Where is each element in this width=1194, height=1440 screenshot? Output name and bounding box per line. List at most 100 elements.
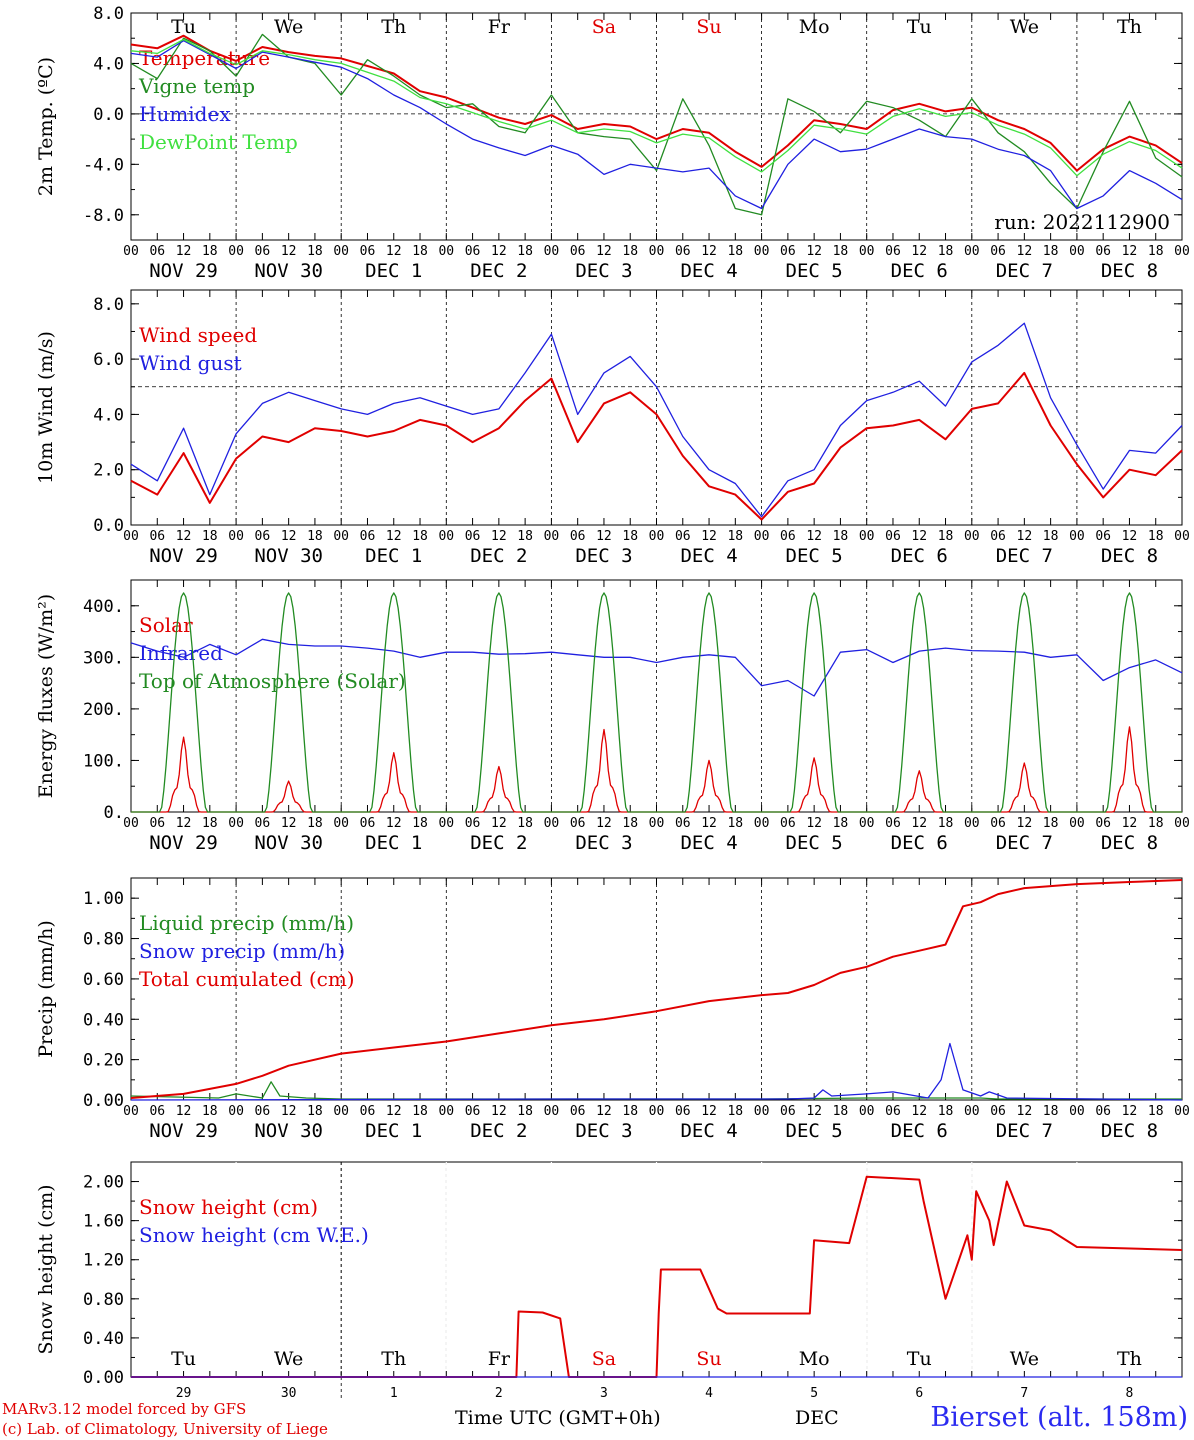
panel2-hour-label: 12 bbox=[596, 529, 612, 544]
panel3-series-line bbox=[130, 638, 1183, 697]
panel1-hour-label: 06 bbox=[360, 244, 376, 259]
panel3-hour-label: 12 bbox=[386, 816, 402, 831]
panel1-hour-label: 12 bbox=[491, 244, 507, 259]
panel3-hour-label: 00 bbox=[649, 816, 665, 831]
panel1-hour-label: 18 bbox=[412, 244, 428, 259]
panel2-hour-label: 00 bbox=[544, 529, 560, 544]
panel3-hour-label: 18 bbox=[202, 816, 218, 831]
panel5-day-number: 1 bbox=[390, 1386, 398, 1401]
panel5-day-number: 5 bbox=[810, 1386, 818, 1401]
panel3-hour-label: 06 bbox=[255, 816, 271, 831]
panel5-day-name: We bbox=[274, 1348, 303, 1370]
panel2-hour-label: 00 bbox=[123, 529, 139, 544]
panel3-hour-label: 18 bbox=[1148, 816, 1164, 831]
panel3-hour-label: 06 bbox=[675, 816, 691, 831]
panel3-hour-label: 06 bbox=[885, 816, 901, 831]
credit-model: MARv3.12 model forced by GFS bbox=[2, 1400, 247, 1418]
panel4-hour-label: 18 bbox=[622, 1104, 638, 1119]
panel4-date-label: DEC 5 bbox=[786, 1120, 843, 1142]
panel4-hour-label: 06 bbox=[255, 1104, 271, 1119]
panel3-date-label: DEC 5 bbox=[786, 832, 843, 854]
panel4-hour-label: 00 bbox=[754, 1104, 770, 1119]
panel2-date-label: DEC 7 bbox=[996, 545, 1053, 567]
panel5-day-name: Sa bbox=[592, 1348, 616, 1370]
panel2-hour-label: 06 bbox=[149, 529, 165, 544]
credit-lab: (c) Lab. of Climatology, University of L… bbox=[2, 1420, 328, 1438]
panel4-hour-label: 12 bbox=[281, 1104, 297, 1119]
panel1-day-name: Tu bbox=[171, 16, 196, 38]
panel2-series-line bbox=[130, 322, 1183, 518]
panel4-hour-label: 06 bbox=[885, 1104, 901, 1119]
panel3-hour-label: 12 bbox=[596, 816, 612, 831]
panel4-date-label: DEC 4 bbox=[680, 1120, 737, 1142]
panel1-day-name: Sa bbox=[592, 16, 616, 38]
panel4-date-label: DEC 2 bbox=[470, 1120, 527, 1142]
panel3-hour-label: 06 bbox=[149, 816, 165, 831]
panel1-date-label: DEC 1 bbox=[365, 260, 422, 282]
panel3-date-label: NOV 29 bbox=[149, 832, 218, 854]
panel1-ytick-label: 4.0 bbox=[93, 54, 124, 74]
panel1-date-label: NOV 29 bbox=[149, 260, 218, 282]
panel1-legend-entry: Vigne temp bbox=[138, 74, 255, 98]
panel3-ytick-label: 200. bbox=[83, 700, 124, 720]
month-label: DEC bbox=[795, 1407, 839, 1429]
panel4-hour-label: 00 bbox=[123, 1104, 139, 1119]
panel1-hour-label: 18 bbox=[1043, 244, 1059, 259]
panel4-hour-label: 18 bbox=[307, 1104, 323, 1119]
panel2-legend-entry: Wind speed bbox=[139, 323, 257, 347]
panel1-hour-label: 00 bbox=[123, 244, 139, 259]
panel2-hour-label: 18 bbox=[307, 529, 323, 544]
panel4-hour-label: 00 bbox=[438, 1104, 454, 1119]
panel2-hour-label: 12 bbox=[806, 529, 822, 544]
panel4-hour-label: 06 bbox=[675, 1104, 691, 1119]
panel1-hour-label: 12 bbox=[176, 244, 192, 259]
panel4-hour-label: 00 bbox=[964, 1104, 980, 1119]
panel4-hour-label: 12 bbox=[491, 1104, 507, 1119]
panel5-day-name: Tu bbox=[907, 1348, 932, 1370]
panel3-hour-label: 06 bbox=[360, 816, 376, 831]
panel4-date-label: DEC 6 bbox=[891, 1120, 948, 1142]
panel4-hour-label: 12 bbox=[911, 1104, 927, 1119]
panel3-hour-label: 18 bbox=[307, 816, 323, 831]
panel1-hour-label: 18 bbox=[1148, 244, 1164, 259]
panel1-hour-label: 18 bbox=[202, 244, 218, 259]
panel1-day-name: Fr bbox=[488, 16, 511, 38]
panel3-hour-label: 18 bbox=[622, 816, 638, 831]
panel3-ytick-label: 300. bbox=[83, 648, 124, 668]
panel3-ylabel: Energy fluxes (W/m²) bbox=[35, 594, 57, 798]
panel2-hour-label: 12 bbox=[911, 529, 927, 544]
panel3-series-line bbox=[131, 726, 1182, 813]
panel1-series-line bbox=[130, 34, 1183, 172]
panel4-hour-label: 18 bbox=[833, 1104, 849, 1119]
panel5-legend-entry: Snow height (cm W.E.) bbox=[139, 1223, 369, 1247]
panel3-hour-label: 00 bbox=[438, 816, 454, 831]
panel3-date-label: DEC 7 bbox=[996, 832, 1053, 854]
panel3-hour-label: 00 bbox=[333, 816, 349, 831]
panel4-hour-label: 12 bbox=[1017, 1104, 1033, 1119]
panel4-hour-label: 00 bbox=[544, 1104, 560, 1119]
panel4-date-label: DEC 7 bbox=[996, 1120, 1053, 1142]
panel1-hour-label: 00 bbox=[333, 244, 349, 259]
panel3-hour-label: 18 bbox=[727, 816, 743, 831]
panel1-day-name: We bbox=[1010, 16, 1039, 38]
panel3-hour-label: 12 bbox=[176, 816, 192, 831]
panel3-legend-entry: Solar bbox=[139, 613, 193, 637]
panel2-hour-label: 00 bbox=[228, 529, 244, 544]
panel1-hour-label: 12 bbox=[806, 244, 822, 259]
panel1-hour-label: 06 bbox=[990, 244, 1006, 259]
panel3-date-label: DEC 6 bbox=[891, 832, 948, 854]
panel2-legend-entry: Wind gust bbox=[139, 351, 242, 375]
panel1-day-name: Tu bbox=[907, 16, 932, 38]
panel1-date-label: DEC 7 bbox=[996, 260, 1053, 282]
panel3-date-label: DEC 4 bbox=[680, 832, 737, 854]
panel4-hour-label: 00 bbox=[1069, 1104, 1085, 1119]
panel2-ytick-label: 8.0 bbox=[93, 295, 124, 315]
panel5-day-name: Th bbox=[381, 1348, 406, 1370]
panel5-day-number: 6 bbox=[915, 1386, 923, 1401]
panel4-hour-label: 18 bbox=[938, 1104, 954, 1119]
panel1-ytick-label: 8.0 bbox=[93, 4, 124, 24]
panel2-hour-label: 06 bbox=[360, 529, 376, 544]
panel4-series-line bbox=[130, 879, 1183, 1099]
panel1-date-label: DEC 2 bbox=[470, 260, 527, 282]
panel5-day-name: Tu bbox=[171, 1348, 196, 1370]
